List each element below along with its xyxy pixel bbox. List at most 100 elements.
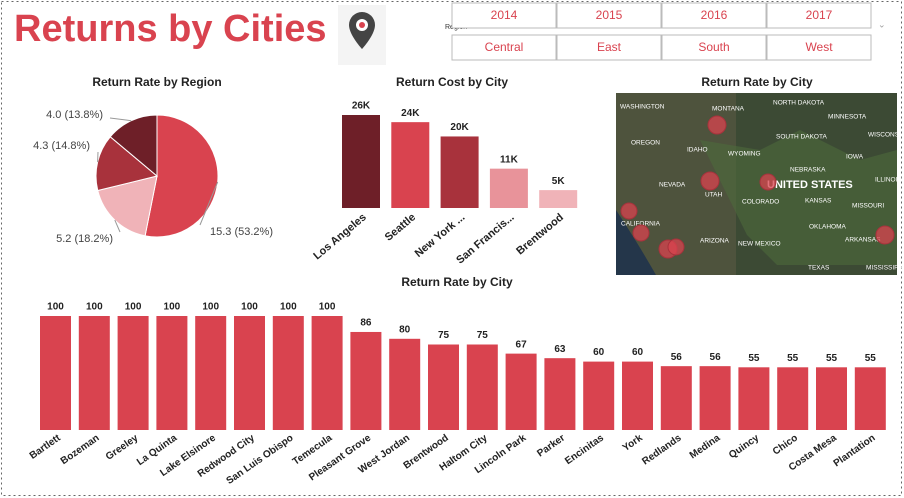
map-bubble [707, 115, 727, 135]
slicer-button-label[interactable]: East [597, 40, 622, 54]
map-title: Return Rate by City [701, 75, 813, 89]
slicer-button[interactable] [661, 34, 767, 61]
bar [40, 316, 71, 430]
x-tick-label: Los Angeles [311, 211, 369, 262]
data-label: 56 [671, 352, 683, 363]
bar [816, 367, 847, 430]
data-label: 24K [401, 108, 420, 119]
x-tick-label: Chico [771, 433, 800, 458]
x-tick-label: Brentwood [514, 211, 566, 257]
x-tick-label: San Luis Obispo [225, 433, 296, 487]
data-label: 26K [352, 101, 371, 112]
data-label: 4.3 (14.8%) [33, 140, 90, 152]
bar [583, 361, 615, 430]
x-tick-label: Parker [535, 433, 567, 460]
slicer-button-label[interactable]: 2017 [806, 8, 833, 22]
leader-line [114, 219, 121, 233]
x-tick-label: Plantation [832, 433, 878, 470]
bar [699, 366, 731, 430]
bar [234, 316, 265, 430]
map-label: ARKANSAS [845, 237, 881, 244]
bar [489, 168, 528, 208]
bar [389, 338, 421, 430]
chart-title: Return Rate by Region [92, 75, 221, 89]
data-label: 100 [47, 302, 64, 313]
data-label: 20K [450, 122, 469, 133]
bar [544, 358, 576, 430]
x-tick-label: York [621, 432, 645, 454]
bar [738, 367, 770, 430]
x-tick-label: Encinitas [563, 432, 606, 467]
bar [342, 115, 380, 208]
map-bubble [620, 202, 638, 220]
slicer-button-label[interactable]: 2014 [491, 8, 518, 22]
chart-title: Return Rate by City [401, 275, 513, 289]
x-tick-label: Medina [688, 432, 723, 461]
bar [156, 316, 188, 430]
slicer-button[interactable] [451, 2, 557, 29]
slicer-button-label[interactable]: Central [485, 40, 524, 54]
map-label: SOUTH DAKOTA [776, 134, 827, 141]
data-label: 55 [865, 353, 877, 364]
map-label: NEW MEXICO [738, 241, 781, 248]
x-tick-label: Seattle [383, 211, 418, 243]
map-label: MISSOURI [852, 203, 884, 210]
map-label: ARIZONA [700, 238, 730, 245]
data-label: 4.0 (13.8%) [46, 109, 103, 121]
bar [311, 316, 343, 430]
data-label: 60 [593, 347, 605, 358]
map-bubble [667, 238, 685, 256]
data-label: 86 [360, 318, 372, 329]
bar [272, 316, 304, 430]
bar [777, 367, 809, 430]
x-tick-label: Redlands [640, 432, 684, 467]
chart-title: Return Cost by City [396, 75, 508, 89]
x-tick-label: Bartlett [28, 432, 64, 461]
data-label: 60 [632, 347, 644, 358]
bar [660, 366, 692, 430]
bar [622, 361, 653, 430]
data-label: 55 [748, 353, 760, 364]
leader-line [199, 181, 219, 226]
pie-slice [109, 114, 158, 178]
slicer-button[interactable] [556, 34, 662, 61]
slicer-button-label[interactable]: 2016 [701, 8, 728, 22]
bar [539, 190, 578, 208]
map-label: ILLINOIS [875, 177, 902, 184]
slicer-button[interactable] [766, 34, 872, 61]
data-label: 75 [477, 330, 489, 341]
bar [78, 316, 110, 430]
map-label: OKLAHOMA [809, 224, 847, 231]
slicer-button[interactable] [661, 2, 767, 29]
map-label: NEVADA [659, 182, 686, 189]
bar [195, 316, 227, 430]
x-tick-label: Bozeman [59, 433, 102, 468]
map-bubble [700, 171, 720, 191]
data-label: 55 [787, 353, 799, 364]
slicer-button[interactable] [451, 34, 557, 61]
slicer-button[interactable] [556, 2, 662, 29]
map-bubble [875, 225, 895, 245]
x-tick-label: Quincy [727, 432, 761, 461]
map-label: MINNESOTA [828, 114, 867, 121]
data-label: 80 [399, 324, 411, 335]
data-label: 56 [710, 352, 722, 363]
slicer-button[interactable] [766, 2, 872, 29]
map-label: IOWA [846, 154, 864, 161]
slicer-button-label[interactable]: 2015 [596, 8, 623, 22]
map-label: MISSISSIPPI [866, 265, 904, 272]
bar [117, 316, 149, 430]
data-label: 75 [438, 330, 450, 341]
data-label: 11K [500, 154, 519, 165]
slicer-button-label[interactable]: West [805, 40, 833, 54]
pie-slice [95, 136, 159, 192]
map-label: IDAHO [687, 147, 708, 154]
logo [338, 5, 386, 65]
map-label: COLORADO [742, 199, 779, 206]
map-label: OREGON [631, 140, 660, 147]
bar [428, 344, 459, 430]
slicer-button-label[interactable]: South [698, 40, 729, 54]
bar [854, 367, 886, 430]
map-label: NEBRASKA [790, 167, 826, 174]
map-bubble [759, 173, 777, 191]
